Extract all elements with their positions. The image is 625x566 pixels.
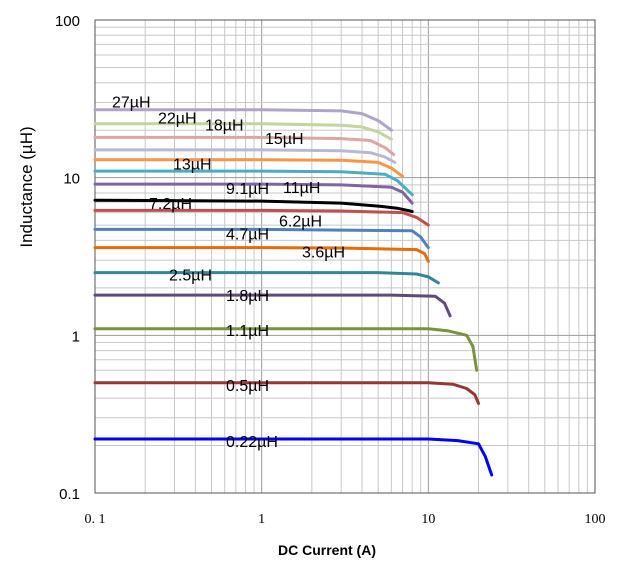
series-line — [93, 227, 430, 250]
series-label: 18µH — [205, 117, 244, 134]
series-label: 0.5µH — [226, 378, 269, 395]
series-label: 15µH — [265, 131, 304, 148]
series-label: 9.1µH — [226, 181, 269, 198]
series-label: 4.7µH — [226, 226, 269, 243]
series-labels: 27µH 22µH 18µH 15µH 13µH 11µH 9.1µH 7.2µH 6.2µH 4… — [112, 95, 345, 451]
series-line — [93, 327, 479, 372]
series-line — [93, 148, 397, 164]
series-group — [93, 108, 494, 477]
series-label: 1.1µH — [226, 323, 269, 340]
series-line — [93, 437, 494, 477]
series-line — [93, 122, 393, 141]
y-tick-label: 100 — [55, 13, 80, 30]
series-line — [93, 381, 480, 405]
series-label: 0.22µH — [226, 434, 278, 451]
series-label: 1.8µH — [226, 288, 269, 305]
series-label: 7.2µH — [149, 196, 192, 213]
x-tick-label: 0. 1 — [85, 512, 106, 527]
series-line — [93, 182, 414, 205]
y-tick-label: 0.1 — [59, 486, 80, 503]
x-tick-label: 1 — [258, 512, 265, 527]
series-line — [93, 198, 414, 213]
series-label: 3.6µH — [302, 245, 345, 262]
series-line — [93, 135, 396, 157]
series-line — [93, 293, 452, 318]
x-axis-label: DC Current (A) — [278, 542, 376, 558]
y-tick-label: 1 — [72, 328, 80, 345]
series-line — [93, 271, 440, 285]
series-label: 13µH — [173, 157, 212, 174]
plot-frame — [94, 19, 596, 494]
series-line — [93, 108, 393, 132]
series-label: 11µH — [283, 180, 320, 197]
series-line — [93, 246, 430, 263]
series-line — [93, 208, 430, 227]
x-tick-label: 100 — [585, 512, 606, 527]
series-label: 2.5µH — [169, 268, 212, 285]
y-axis-label: Inductance (µH) — [17, 126, 36, 247]
grid — [94, 19, 596, 494]
series-label: 22µH — [158, 111, 197, 128]
axis-ticks: 0.1 1 10 100 0. 1 1 10 100 — [55, 13, 606, 527]
y-tick-label: 10 — [63, 171, 80, 188]
series-label: 27µH — [112, 95, 151, 112]
x-tick-label: 10 — [421, 512, 435, 527]
series-line — [93, 169, 414, 197]
series-line — [93, 158, 404, 178]
series-label: 6.2µH — [279, 213, 322, 230]
